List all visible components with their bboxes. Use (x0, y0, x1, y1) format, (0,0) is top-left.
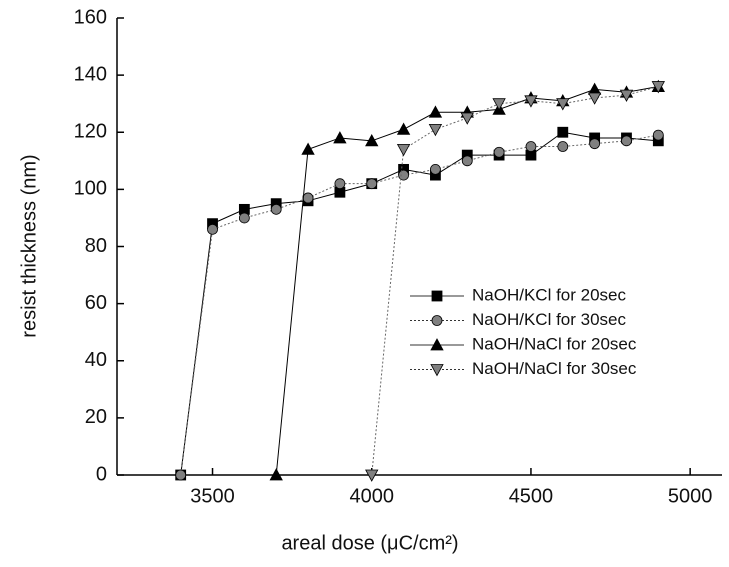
y-axis-label: resist thickness (nm) (18, 154, 40, 337)
x-tick-label: 4500 (509, 485, 554, 507)
legend-label: NaOH/KCl for 30sec (472, 310, 626, 329)
legend-label: NaOH/KCl for 20sec (472, 285, 626, 304)
legend-marker (431, 315, 443, 326)
y-tick-label: 80 (85, 235, 107, 257)
marker (365, 469, 379, 482)
marker (302, 192, 314, 204)
marker (366, 178, 378, 190)
marker (525, 141, 537, 152)
legend-marker (430, 364, 444, 377)
marker (238, 212, 250, 224)
x-tick-label: 5000 (668, 485, 713, 507)
marker (175, 469, 187, 481)
y-tick-label: 140 (74, 63, 107, 85)
marker (524, 95, 538, 108)
marker (461, 155, 473, 167)
x-axis-label: areal dose (μC/cm²) (281, 532, 458, 554)
x-tick-label: 3500 (190, 485, 235, 507)
marker (557, 141, 569, 152)
x-tick-label: 4000 (349, 485, 394, 507)
marker (587, 92, 602, 105)
legend-label: NaOH/NaCl for 20sec (472, 334, 637, 353)
y-tick-label: 100 (74, 178, 107, 200)
marker (428, 123, 443, 137)
marker (493, 146, 505, 158)
series-line (371, 86, 659, 476)
series-line (180, 134, 659, 476)
legend-marker (430, 338, 444, 351)
marker (269, 468, 283, 481)
marker (428, 105, 443, 118)
marker (651, 81, 665, 94)
marker (492, 98, 506, 111)
marker (301, 142, 315, 155)
marker (589, 138, 601, 150)
marker (333, 131, 347, 144)
y-tick-label: 20 (85, 406, 107, 428)
marker (396, 122, 411, 135)
marker (621, 135, 632, 147)
legend-label: NaOH/NaCl for 30sec (472, 359, 637, 378)
marker (398, 169, 409, 181)
marker (207, 223, 218, 235)
y-tick-label: 160 (74, 6, 107, 28)
y-tick-label: 120 (74, 121, 107, 143)
marker (430, 163, 441, 175)
y-tick-label: 0 (96, 463, 107, 485)
y-tick-label: 60 (85, 292, 107, 314)
marker (619, 89, 634, 102)
legend-marker (431, 290, 443, 302)
y-tick-label: 40 (85, 349, 107, 371)
marker (334, 178, 346, 190)
marker (396, 143, 411, 157)
marker (270, 203, 282, 215)
marker (365, 133, 379, 147)
marker (556, 98, 570, 111)
series-line (275, 86, 659, 476)
marker (652, 129, 664, 141)
marker (460, 112, 474, 125)
marker (557, 126, 569, 138)
